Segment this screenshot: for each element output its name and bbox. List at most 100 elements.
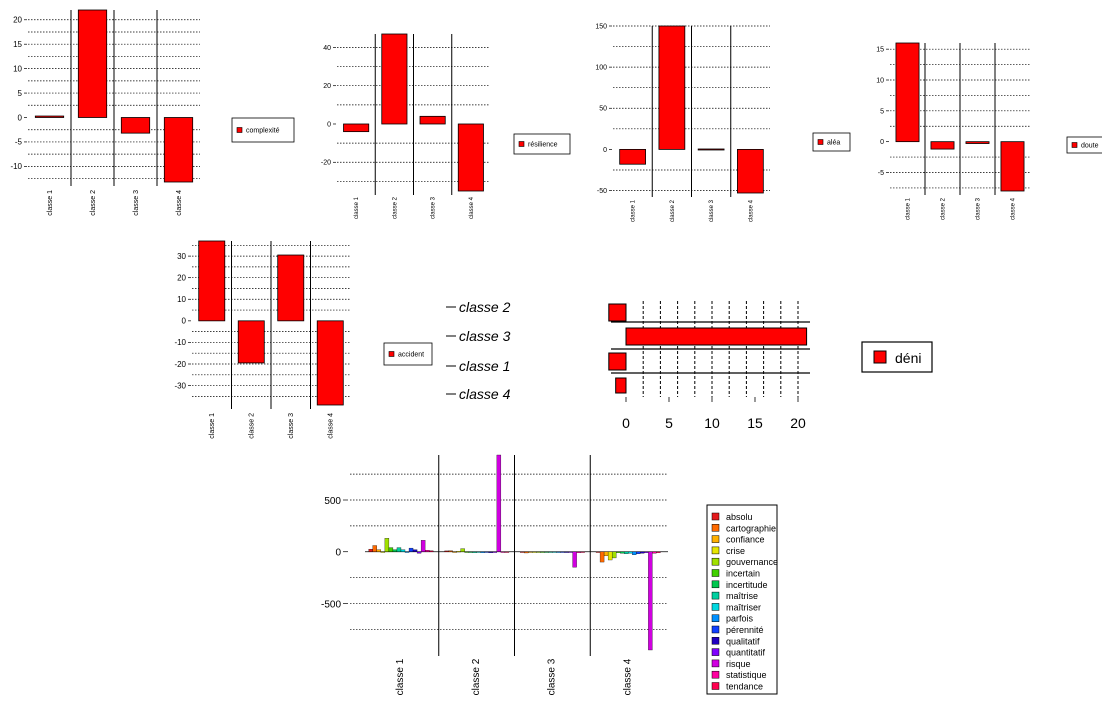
bar-maîtriser bbox=[552, 551, 557, 553]
y-tick-label: 0 bbox=[18, 113, 23, 122]
category-label: classe 4 bbox=[1011, 197, 1017, 220]
legend-swatch bbox=[711, 637, 720, 645]
y-tick-label: 500 bbox=[324, 496, 341, 507]
bar-confiance bbox=[376, 549, 382, 552]
bar-absolu bbox=[368, 548, 373, 552]
bar-classe-3 bbox=[120, 117, 151, 134]
y-tick-label: 150 bbox=[595, 23, 607, 30]
bar-risque bbox=[648, 551, 653, 651]
bar-cartographie bbox=[448, 550, 453, 552]
y-tick-label: 20 bbox=[323, 83, 331, 90]
legend-label: absolu bbox=[726, 512, 753, 522]
category-label: classe 2 bbox=[471, 658, 482, 695]
legend: doute bbox=[1066, 136, 1102, 154]
bar-statistique bbox=[576, 551, 581, 553]
legend-swatch bbox=[711, 557, 720, 566]
bar-classe-4 bbox=[1000, 141, 1025, 192]
category-label: classe 2 bbox=[941, 197, 947, 220]
category-label: classe 2 bbox=[249, 413, 256, 439]
bar-gouvernance bbox=[536, 551, 541, 553]
category-label: classe 1 bbox=[395, 658, 406, 695]
bar-quantitatif bbox=[492, 551, 498, 553]
legend-label: crise bbox=[726, 546, 745, 556]
bar-incertain bbox=[464, 551, 469, 553]
legend-swatch bbox=[711, 625, 720, 634]
legend-swatch bbox=[711, 682, 720, 690]
bar-qualitatif bbox=[488, 551, 493, 553]
category-label: classe 3 bbox=[288, 413, 295, 439]
legend-label: résilience bbox=[528, 142, 558, 149]
category-label: classe 3 bbox=[709, 199, 715, 222]
bar-classe-3 bbox=[277, 254, 305, 322]
legend: déni bbox=[861, 341, 933, 373]
y-tick-label: 100 bbox=[595, 65, 607, 72]
bar-pérennité bbox=[560, 551, 565, 553]
bar-chart-3: -50 0 50 100 150 classe 1 classe 2 classe 3 clas… bbox=[595, 23, 851, 222]
bar-gouvernance bbox=[611, 551, 617, 559]
category-label: classe 4 bbox=[328, 413, 335, 439]
x-tick-label: 20 bbox=[790, 415, 806, 431]
bar-tendance bbox=[429, 550, 434, 552]
legend-box bbox=[383, 342, 433, 366]
y-tick-label: 0 bbox=[603, 147, 607, 154]
legend-swatch bbox=[711, 524, 720, 532]
y-tick-label: 0 bbox=[335, 548, 341, 559]
dendrogram-label: classe 1 bbox=[459, 358, 510, 374]
legend-label: complexité bbox=[246, 128, 280, 135]
bar-cartographie bbox=[599, 551, 605, 563]
bar-classe-3 bbox=[419, 115, 446, 125]
legend-label: accident bbox=[398, 352, 424, 359]
legend-swatch bbox=[817, 139, 824, 145]
bar-quantitatif bbox=[644, 551, 649, 553]
y-tick-label: -5 bbox=[15, 138, 23, 147]
bar-qualitatif bbox=[640, 551, 645, 554]
category-label: classe 3 bbox=[547, 658, 558, 695]
legend: complexité bbox=[231, 117, 295, 143]
y-tick-label: -5 bbox=[878, 170, 884, 177]
dendrogram-label: classe 3 bbox=[459, 328, 511, 344]
bar-classe-2 bbox=[381, 33, 408, 125]
legend-swatch bbox=[711, 512, 720, 521]
legend-label: risque bbox=[726, 659, 751, 669]
legend-label: déni bbox=[895, 350, 921, 366]
bar-classe-1 bbox=[198, 240, 226, 322]
bar-incertitude bbox=[392, 549, 398, 552]
bar-classe-4 bbox=[163, 117, 194, 183]
y-tick-label: 20 bbox=[13, 16, 22, 25]
y-tick-label: -20 bbox=[321, 160, 331, 167]
bar-chart-5: -30 -20 -10 0 10 20 30 classe 1 classe 2 classe 3… bbox=[174, 240, 433, 439]
bar-absolu bbox=[444, 550, 449, 552]
bar-crise bbox=[532, 551, 537, 553]
category-label: classe 1 bbox=[47, 190, 54, 216]
legend-label: tendance bbox=[726, 682, 763, 692]
bar-parfois bbox=[632, 551, 637, 555]
legend: résilience bbox=[513, 133, 571, 155]
legend-swatch bbox=[711, 603, 720, 611]
legend-box bbox=[812, 132, 851, 152]
bar-maîtriser bbox=[628, 551, 633, 554]
y-tick-label: 10 bbox=[13, 64, 22, 73]
category-label: classe 1 bbox=[906, 197, 912, 220]
legend-swatch bbox=[711, 670, 720, 679]
legend-swatch bbox=[388, 351, 395, 357]
category-label: classe 2 bbox=[392, 196, 398, 219]
legend: aléa bbox=[812, 132, 851, 152]
dendrogram-label: classe 2 bbox=[459, 299, 511, 315]
x-tick-label: 10 bbox=[704, 415, 720, 431]
y-tick-label: 50 bbox=[599, 106, 607, 113]
horizontal-bar-chart: 0 5 10 15 20 déni bbox=[608, 301, 933, 431]
bar-classe-3 bbox=[965, 141, 990, 144]
legend-label: maîtrise bbox=[726, 591, 758, 601]
bar-gouvernance bbox=[460, 548, 465, 552]
y-tick-label: 20 bbox=[177, 273, 186, 282]
bar-cartographie bbox=[372, 545, 377, 552]
category-label: classe 4 bbox=[748, 199, 754, 222]
bar-gouvernance bbox=[384, 538, 390, 552]
bar-maîtriser bbox=[476, 551, 481, 553]
bar-qualitatif bbox=[412, 549, 418, 552]
category-label: classe 2 bbox=[670, 199, 676, 222]
bar-crise bbox=[456, 551, 461, 553]
category-label: classe 3 bbox=[133, 190, 140, 216]
legend-label: doute bbox=[1081, 143, 1099, 150]
